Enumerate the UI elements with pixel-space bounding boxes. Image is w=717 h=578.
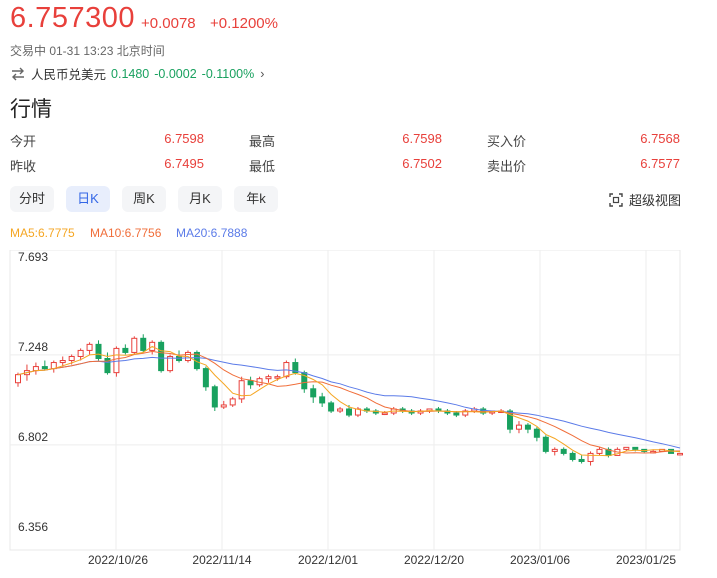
- candle-up: [587, 452, 594, 462]
- fullscreen-label: 超级视图: [629, 193, 682, 208]
- related-pair-change: -0.0002: [154, 66, 197, 81]
- candle-down: [95, 343, 102, 360]
- candle-down: [202, 368, 209, 388]
- candle-up: [220, 404, 227, 408]
- exchange-icon: [12, 67, 24, 80]
- ma20-legend: MA20:6.7888: [176, 226, 248, 240]
- ma5-legend: MA5:6.7775: [10, 226, 75, 240]
- candle-up: [274, 376, 281, 379]
- candle-down: [533, 428, 540, 438]
- related-pair-link[interactable]: 人民币兑美元 0.1480 -0.0002 -0.1100% ›: [10, 64, 264, 83]
- fullscreen-view-button[interactable]: 超级视图: [609, 190, 681, 209]
- candle-up: [381, 412, 388, 416]
- candle-up: [596, 448, 603, 454]
- candle-down: [569, 452, 576, 460]
- candle-down: [140, 337, 147, 351]
- ask-value: 6.7577: [640, 156, 680, 171]
- chevron-right-icon: ›: [260, 66, 265, 81]
- x-tick-label: 2022/10/26: [88, 553, 148, 567]
- candle-down: [310, 388, 317, 398]
- tab-weekly[interactable]: 周K: [122, 186, 166, 212]
- candle-down: [542, 436, 549, 452]
- candle-down: [453, 412, 460, 416]
- y-tick-label: 6.802: [18, 430, 48, 444]
- x-tick-label: 2022/11/14: [192, 553, 251, 567]
- candle-up: [337, 408, 344, 412]
- candle-up: [15, 374, 21, 384]
- price-change: +0.0078: [141, 15, 196, 32]
- x-tick-label: 2023/01/25: [616, 553, 676, 567]
- ma10-legend: MA10:6.7756: [90, 226, 162, 240]
- candle-down: [346, 408, 352, 416]
- candle-up: [86, 343, 93, 351]
- candle-down: [122, 347, 129, 353]
- kline-chart[interactable]: 7.693 7.248 6.802 6.356 2022/10/26 2022/11/14…: [0, 250, 717, 578]
- section-title: 行情: [10, 98, 52, 121]
- tab-yearly[interactable]: 年k: [234, 186, 278, 212]
- y-tick-label: 7.248: [18, 340, 48, 354]
- candle-down: [247, 380, 254, 386]
- ask-label: 卖出价: [487, 159, 527, 174]
- candle-down: [507, 410, 514, 430]
- prev-close-value: 6.7495: [164, 156, 204, 171]
- price-change-percent: +0.1200%: [210, 15, 278, 32]
- high-label: 最高: [249, 134, 276, 149]
- low-label: 最低: [249, 159, 276, 174]
- related-pair-change-percent: -0.1100%: [201, 66, 255, 81]
- candle-up: [131, 337, 138, 353]
- plot-frame: [9, 250, 681, 551]
- candle-up: [265, 376, 272, 380]
- x-tick-label: 2022/12/20: [404, 553, 464, 567]
- candle-down: [632, 446, 639, 450]
- fullscreen-icon: [609, 192, 623, 207]
- candle-up: [462, 410, 469, 416]
- candle-up: [59, 360, 66, 364]
- high-value: 6.7598: [402, 131, 442, 146]
- candle-up: [167, 355, 174, 372]
- candle-down: [41, 366, 48, 370]
- candle-up: [229, 398, 236, 406]
- tab-daily[interactable]: 日K: [66, 186, 110, 212]
- candle-down: [328, 402, 335, 412]
- open-value: 6.7598: [164, 131, 204, 146]
- candle-down: [158, 341, 165, 372]
- candle-down: [578, 458, 585, 462]
- y-tick-label: 6.356: [18, 520, 48, 534]
- candle-up: [113, 347, 120, 374]
- candle-down: [524, 424, 531, 430]
- candle-down: [292, 362, 299, 374]
- bid-label: 买入价: [487, 134, 527, 149]
- tab-intraday[interactable]: 分时: [10, 186, 54, 212]
- trading-status: 交易中 01-31 13:23 北京时间: [10, 44, 165, 58]
- candle-up: [515, 424, 522, 430]
- candle-down: [319, 396, 326, 404]
- related-pair-name: 人民币兑美元: [31, 68, 107, 82]
- candle-down: [104, 358, 111, 374]
- low-value: 6.7502: [402, 156, 442, 171]
- open-label: 今开: [10, 134, 37, 149]
- candle-up: [77, 349, 84, 357]
- ma5-line: [17, 345, 681, 457]
- related-pair-price: 0.1480: [111, 66, 150, 81]
- candle-up: [238, 380, 245, 400]
- candle-up: [551, 448, 558, 452]
- tab-monthly[interactable]: 月K: [178, 186, 222, 212]
- candle-up: [677, 452, 683, 456]
- candle-down: [560, 448, 567, 454]
- ma10-line: [17, 350, 680, 454]
- candle-up: [68, 355, 75, 362]
- period-tabs: 分时 日K 周K 月K 年k: [10, 186, 290, 212]
- x-tick-label: 2023/01/06: [510, 553, 570, 567]
- current-price: 6.757300: [10, 2, 135, 34]
- ma20-line: [17, 356, 681, 449]
- prev-close-label: 昨收: [10, 159, 37, 174]
- candle-down: [211, 386, 218, 408]
- y-tick-label: 7.693: [18, 250, 48, 264]
- x-tick-label: 2022/12/01: [298, 553, 358, 567]
- candle-up: [623, 446, 630, 450]
- bid-value: 6.7568: [640, 131, 680, 146]
